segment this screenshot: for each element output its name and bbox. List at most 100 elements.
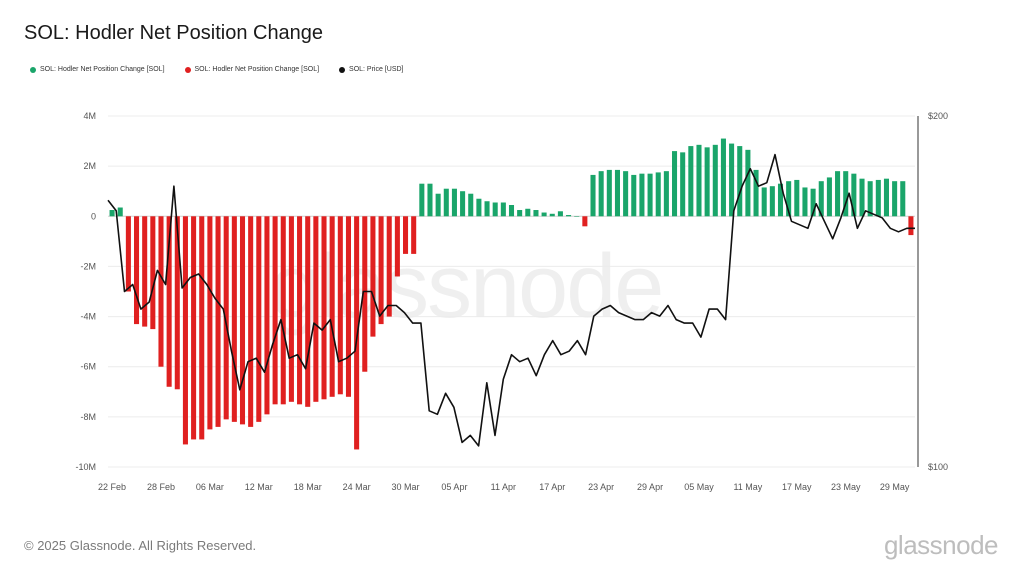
legend-label-positive-change: SOL: Hodler Net Position Change [SOL] [40,66,165,73]
bar [288,216,294,402]
bar [231,216,237,422]
copyright-footer: © 2025 Glassnode. All Rights Reserved. [24,538,257,553]
bar [460,191,466,217]
bar [264,216,270,415]
x-tick-label: 30 Mar [392,482,420,492]
bar [835,171,841,217]
bar [476,198,482,217]
y-tick-label: -4M [81,312,97,322]
bar [631,174,637,217]
bar [484,201,490,217]
bar [712,144,718,217]
bar [166,216,172,387]
bar [761,187,767,217]
legend-dot-black [339,66,346,73]
bar [297,216,303,405]
x-tick-label: 23 Apr [588,482,614,492]
x-tick-label: 05 May [684,482,714,492]
legend-dot-red [184,66,191,73]
bar [802,187,808,217]
bar [403,216,409,254]
bar [867,181,873,217]
bar [737,146,743,217]
bar [337,216,343,395]
bar [329,216,335,397]
bar [900,181,906,217]
legend-item-positive-change[interactable]: SOL: Hodler Net Position Change [SOL] [30,66,165,73]
legend-label-negative-change: SOL: Hodler Net Position Change [SOL] [194,66,320,73]
bar [753,169,759,217]
bar [427,183,433,217]
bar [158,216,164,367]
bar [582,216,588,227]
y-right-tick-label: $200 [928,111,948,121]
bar [533,210,539,217]
bar [908,216,914,236]
bar [786,181,792,217]
bar [794,179,800,217]
bar [557,211,563,217]
y-tick-label: 4M [83,111,96,121]
bar [419,183,425,217]
bar [378,216,384,325]
x-tick-label: 06 Mar [196,482,224,492]
bar [223,216,229,420]
x-tick-label: 18 Mar [294,482,322,492]
x-tick-label: 11 Apr [491,482,516,492]
bar [704,147,710,217]
x-tick-label: 29 May [880,482,910,492]
bar [818,181,824,217]
bar [150,216,156,330]
bar [345,216,351,397]
bar [492,202,498,217]
bar [680,152,686,217]
bar [875,179,881,217]
legend-item-negative-change[interactable]: SOL: Hodler Net Position Change [SOL] [184,66,320,73]
bar [134,216,140,325]
bar [468,193,474,217]
bar [623,171,629,217]
bar [125,216,131,292]
bar [313,216,319,402]
bar [672,151,678,217]
x-tick-label: 29 Apr [637,482,663,492]
y-right-tick-label: $100 [928,462,948,472]
bar [517,210,523,217]
bar [354,216,360,450]
chart-title: SOL: Hodler Net Position Change [24,22,324,44]
bar [248,216,254,427]
x-tick-label: 17 Apr [539,482,565,492]
bar [859,178,865,217]
bar [892,181,898,217]
x-tick-label: 05 Apr [441,482,467,492]
legend-item-price[interactable]: SOL: Price [USD] [339,66,404,73]
bar [207,216,213,430]
x-tick-label: 17 May [782,482,812,492]
bar [590,174,596,217]
bar [883,178,889,217]
bar [574,216,580,217]
y-tick-label: -2M [81,261,97,271]
bar [598,171,604,217]
legend: SOL: Hodler Net Position Change [SOL] SO… [30,66,404,73]
bar [191,216,197,440]
x-tick-label: 12 Mar [245,482,273,492]
bar [443,188,449,217]
bar [142,216,148,327]
bar [647,173,653,217]
bar [362,216,368,372]
brand-logo-text: glassnode [883,530,999,560]
bar [729,143,735,217]
bar [525,208,531,217]
bar [239,216,246,425]
y-tick-label: -10M [75,462,96,472]
bar [663,171,669,217]
price-line [107,153,915,447]
bar [305,216,311,407]
y-tick-label: -8M [81,412,97,422]
bar [280,216,286,405]
bar [386,216,392,317]
bar [566,215,572,217]
bar [696,144,702,217]
bar [769,186,775,217]
